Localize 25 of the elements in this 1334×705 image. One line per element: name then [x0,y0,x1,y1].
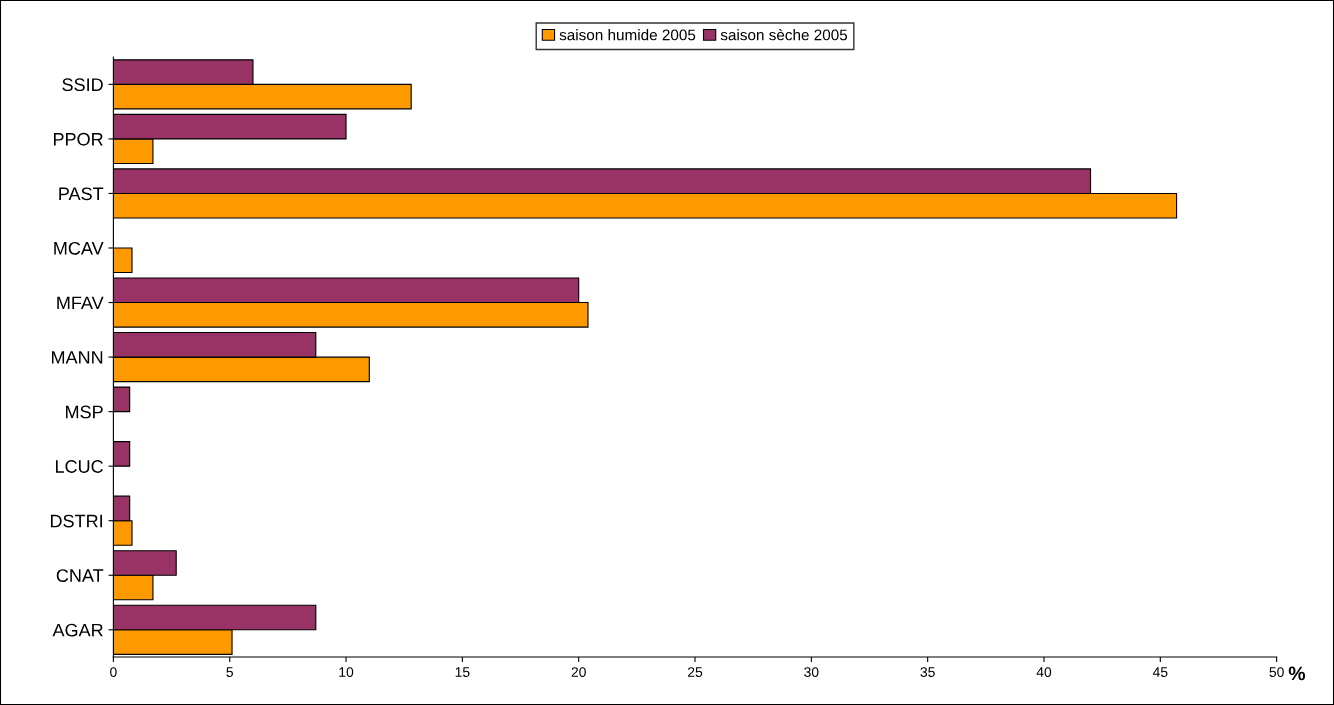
x-tick-label: 45 [1152,667,1168,677]
y-tick-label: SSID [62,78,103,92]
x-tick-label: 25 [687,667,703,677]
y-tick-label: PPOR [53,132,103,146]
x-tick-label: 20 [571,667,586,677]
y-tick-label: DSTRI [50,514,102,528]
x-tick-label: 0 [110,667,117,677]
x-tick-label: 15 [455,667,470,677]
y-tick-label: CNAT [56,569,104,582]
y-tick-label: LCUC [55,460,103,473]
y-tick-label: MCAV [54,241,104,255]
y-tick-label: MSP [66,405,103,419]
x-tick-label: 50 [1269,667,1284,677]
legend-label: saison sèche 2005 [720,28,848,41]
x-tick-label: 10 [339,667,354,677]
y-tick-label: MFAV [57,296,104,310]
y-tick-label: MANN [51,351,103,364]
x-tick-label: 35 [920,667,935,677]
y-tick-label: PAST [59,187,104,201]
x-tick-label: 5 [226,667,233,677]
y-tick-label: AGAR [52,623,103,637]
x-tick-label: 40 [1036,667,1052,677]
x-axis-title: % [1288,666,1306,681]
legend-label: saison humide 2005 [559,29,696,41]
x-tick-label: 30 [804,667,819,677]
